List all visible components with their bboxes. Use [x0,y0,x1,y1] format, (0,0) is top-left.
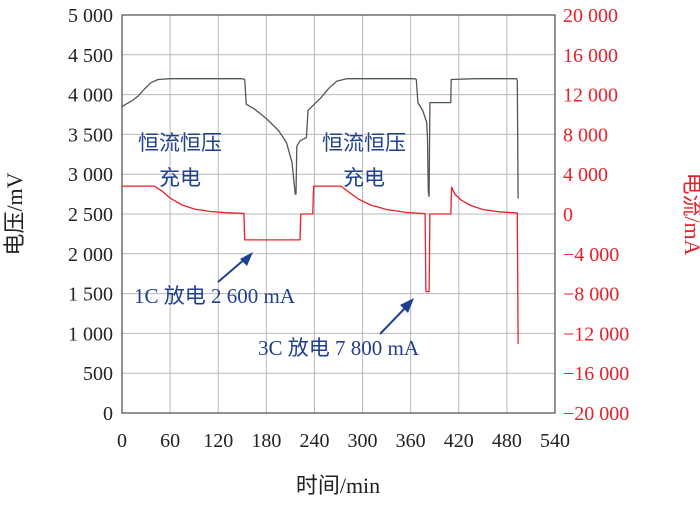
y-right-tick-label: 12 000 [563,85,618,107]
y-right-tick-label: −16 000 [563,363,629,385]
y-axis-right-title: 电流/mA [680,172,700,255]
x-tick-label: 480 [492,430,522,452]
arrow-1c [217,252,253,283]
current-series-line [121,185,519,345]
annotation-1c-discharge: 1C 放电 2 600 mA [134,284,296,308]
y-left-tick-label: 4 000 [68,85,113,107]
x-tick-label: 60 [160,430,180,452]
grid-lines [122,15,555,413]
y-right-tick-label: 4 000 [563,164,608,186]
x-tick-label: 0 [117,430,127,452]
annotation-cccv-2-line1: 恒流恒压 [322,131,406,155]
voltage-series-line [121,78,519,199]
x-tick-label: 360 [396,430,426,452]
x-axis-title: 时间/min [296,473,380,498]
tick-labels: 0 60 120 180 240 300 360 420 480 540 0 500 1 000 1 50… [68,5,629,452]
y-left-tick-label: 5 000 [68,5,113,27]
plot-frame [121,14,556,414]
y-right-tick-label: −4 000 [563,244,619,266]
x-tick-label: 540 [540,430,570,452]
series-lines [121,78,519,345]
y-left-tick-label: 2 000 [68,244,113,266]
annotation-cccv-2-line2: 充电 [343,166,385,190]
y-right-tick-label: 0 [563,204,573,226]
annotation-cccv-1-line2: 充电 [159,166,201,190]
y-right-tick-label: 20 000 [563,5,618,27]
y-left-tick-label: 3 000 [68,164,113,186]
y-left-tick-label: 0 [103,403,113,425]
y-left-tick-label: 1 000 [68,323,113,345]
y-left-tick-label: 2 500 [68,204,113,226]
annotations: 恒流恒压 充电 恒流恒压 充电 1C 放电 2 600 mA 3C 放电 7 8… [134,131,420,360]
y-right-tick-label: −20 000 [563,403,629,425]
y-left-tick-label: 4 500 [68,45,113,67]
y-right-tick-label: 16 000 [563,45,618,67]
y-axis-left-title: 电压/mV [2,172,27,255]
y-right-tick-label: −12 000 [563,323,629,345]
x-tick-label: 120 [203,430,233,452]
y-left-tick-label: 1 500 [68,284,113,306]
x-tick-label: 240 [299,430,329,452]
y-right-tick-label: −8 000 [563,284,619,306]
x-tick-label: 300 [348,430,378,452]
annotation-cccv-1-line1: 恒流恒压 [138,131,222,155]
x-tick-label: 420 [444,430,474,452]
annotation-3c-discharge: 3C 放电 7 800 mA [258,336,420,360]
y-left-tick-label: 3 500 [68,124,113,146]
y-left-tick-label: 500 [83,363,113,385]
y-right-tick-label: 8 000 [563,124,608,146]
arrow-3c [379,298,414,335]
x-tick-label: 180 [251,430,281,452]
